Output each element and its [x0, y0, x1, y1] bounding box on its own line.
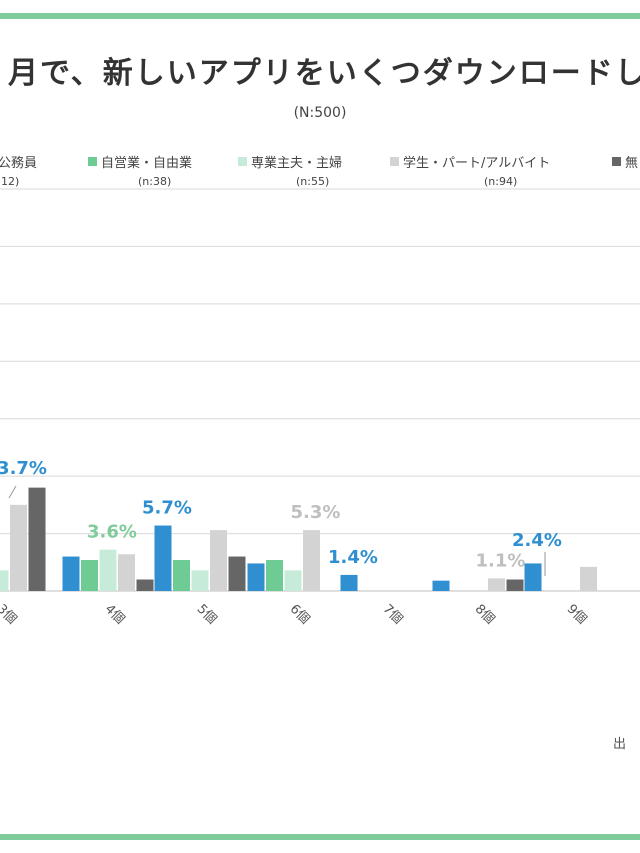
bar-0-4 — [28, 487, 46, 591]
legend-item-2: 専業主夫・主婦 — [238, 152, 342, 171]
bar-0-2 — [0, 570, 9, 591]
legend-item-4: 無 — [612, 152, 638, 171]
bar-5-0 — [432, 580, 450, 591]
bar-0-3 — [10, 504, 27, 591]
footnote: 出 — [613, 737, 627, 752]
data-label-6: 2.4% — [512, 530, 562, 551]
leader-line-0 — [8, 485, 17, 499]
chart-title: 月で、新しいアプリをいくつダウンロードしま — [8, 56, 640, 91]
bar-1-4 — [136, 579, 154, 591]
x-tick-label-6: 9個 — [564, 602, 590, 628]
legend-label-2: 専業主夫・主婦 — [251, 156, 343, 171]
bar-5-4 — [506, 579, 524, 591]
x-tick-label-5: 8個 — [472, 602, 498, 628]
legend-swatch-3 — [390, 157, 399, 166]
legend-label-4: 無 — [625, 156, 639, 171]
bar-3-1 — [266, 559, 283, 591]
data-label-3: 5.3% — [291, 502, 341, 523]
bar-3-3 — [303, 530, 320, 591]
bar-1-3 — [118, 554, 135, 591]
legend-n-2: (n:55) — [296, 175, 330, 188]
legend-swatch-1 — [88, 157, 97, 166]
legend-n-0: 212) — [0, 175, 20, 188]
legend-item-3: 学生・パート/アルバイト — [390, 152, 550, 171]
data-label-4: 1.4% — [328, 547, 378, 568]
data-label-0: 3.7% — [0, 458, 47, 479]
legend-swatch-4 — [612, 157, 621, 166]
legend-label-3: 学生・パート/アルバイト — [403, 156, 551, 171]
bar-1-0 — [62, 556, 80, 591]
legend-n-1: (n:38) — [138, 175, 172, 188]
x-tick-label-3: 6個 — [287, 602, 313, 628]
bar-3-2 — [284, 570, 302, 591]
bar-3-0 — [247, 563, 265, 591]
chart-subtitle: (N:500) — [293, 105, 347, 121]
bar-2-3 — [210, 530, 227, 591]
data-label-5: 1.1% — [476, 550, 526, 571]
legend-item-1: 自営業・自由業 — [88, 152, 192, 171]
bar-5-3 — [488, 578, 505, 591]
legend-n-3: (n:94) — [484, 175, 518, 188]
bar-4-0 — [340, 574, 358, 591]
bar-2-4 — [228, 556, 246, 591]
bar-6-3 — [580, 566, 597, 591]
data-label-1: 3.6% — [87, 522, 137, 543]
bar-1-2 — [99, 549, 117, 591]
bar-1-1 — [81, 559, 98, 591]
bottom-frame-line — [0, 834, 640, 840]
legend-item-0: ・公務員 — [0, 152, 37, 171]
legend-swatch-2 — [238, 157, 247, 166]
x-tick-label-4: 7個 — [380, 602, 406, 628]
top-frame-line — [0, 13, 640, 19]
legend-label-1: 自営業・自由業 — [101, 156, 193, 171]
x-tick-label-0: 3個 — [0, 602, 19, 628]
x-tick-label-1: 4個 — [102, 602, 128, 628]
bar-2-1 — [173, 559, 190, 591]
bar-2-2 — [191, 570, 209, 591]
bar-2-0 — [154, 525, 172, 591]
data-label-2: 5.7% — [142, 498, 192, 519]
bar-6-0 — [524, 563, 542, 591]
x-tick-label-2: 5個 — [194, 602, 220, 628]
legend-label-0: ・公務員 — [0, 156, 38, 171]
